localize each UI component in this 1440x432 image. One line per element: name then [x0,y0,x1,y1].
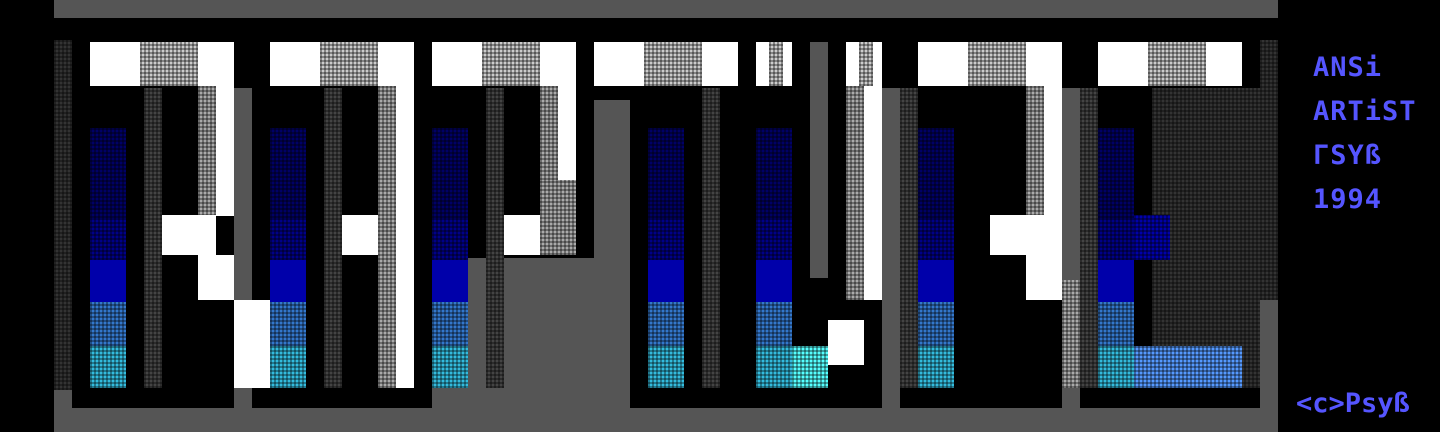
art-block [702,42,738,86]
blue-col [756,218,792,260]
blue-col [756,128,792,218]
top-bar [54,0,1278,18]
top-bar-dither [482,42,540,86]
credit-text: <c>Psyß [1296,388,1410,419]
blue-col [918,260,954,302]
top-bar-white [594,42,645,86]
blue-col [918,128,954,218]
art-block [1206,42,1242,86]
blue-col [648,260,684,302]
blue-foot [792,346,828,388]
blue-col [1098,302,1134,346]
blue-col [90,218,126,260]
blue-col [648,346,684,388]
top-bar-white [846,42,859,86]
blue-col [918,346,954,388]
art-block [1026,42,1062,86]
art-block [1026,255,1062,300]
blue-col [432,346,468,388]
blue-col [756,302,792,346]
artist-line-2: ARTiST [1313,96,1417,127]
top-bar-white [90,42,141,86]
top-bar-white [432,42,483,86]
stroke [378,86,396,388]
top-bar-dither [968,42,1026,86]
blue-col [432,218,468,260]
top-bar-white [918,42,969,86]
strip [324,88,342,388]
strip [1080,88,1098,388]
art-block [234,300,270,388]
art-block [378,42,414,86]
artist-line-1: ANSi [1313,52,1383,83]
blue-col [1098,346,1134,388]
blue-col [90,260,126,302]
artist-line-4: 1994 [1313,184,1383,215]
stroke [396,86,414,388]
blue-col [90,302,126,346]
blue-col [270,260,306,302]
top-bar-white [270,42,321,86]
blue-col [756,346,792,388]
blue-col [918,302,954,346]
blue-col [90,346,126,388]
top-bar-dither [644,42,702,86]
top-bar-dither [320,42,378,86]
top-bar-dither [768,42,783,86]
top-bar-dither [140,42,198,86]
blue-col [1098,128,1134,218]
blue-col [432,260,468,302]
shadow-dither [1152,88,1260,388]
art-block [198,255,234,300]
stroke [216,86,234,216]
letter-body [630,88,738,408]
top-bar-dither [858,42,873,86]
edge-dither [54,40,72,390]
artist-line-3: ΓSYß [1313,140,1383,171]
art-block [162,215,216,255]
strip [486,88,504,388]
blue-col [1098,218,1134,260]
strip [144,88,162,388]
artist-info: ANSi ARTiST ΓSYß 1994 [1313,46,1417,222]
art-block [873,42,882,86]
blue-col [270,218,306,260]
blue-col [918,218,954,260]
blue-foot [1134,346,1242,388]
blue-col [270,346,306,388]
blue-col [270,302,306,346]
edge-dither [1260,40,1278,300]
blue-col [270,128,306,218]
art-block [990,215,1044,255]
art-block [342,215,378,255]
top-bar-white [756,42,769,86]
blue-col [90,128,126,218]
stroke [198,86,216,216]
blue-col [648,128,684,218]
art-block [828,320,864,365]
strip [702,88,720,388]
art-block [540,180,576,255]
blue-col [648,218,684,260]
art-block [198,42,234,86]
art-block [783,42,792,86]
blue-col [432,302,468,346]
blue-col [432,128,468,218]
strip [900,88,918,388]
stroke [1044,86,1062,260]
top-bar-dither [1148,42,1206,86]
art-block [540,42,576,86]
blue-col [756,260,792,302]
blue-col [1098,260,1134,302]
stroke [864,86,882,300]
blue-foot [1134,215,1170,260]
stroke [846,86,864,300]
blue-col [648,302,684,346]
top-bar-white [1098,42,1149,86]
gap [810,42,828,278]
